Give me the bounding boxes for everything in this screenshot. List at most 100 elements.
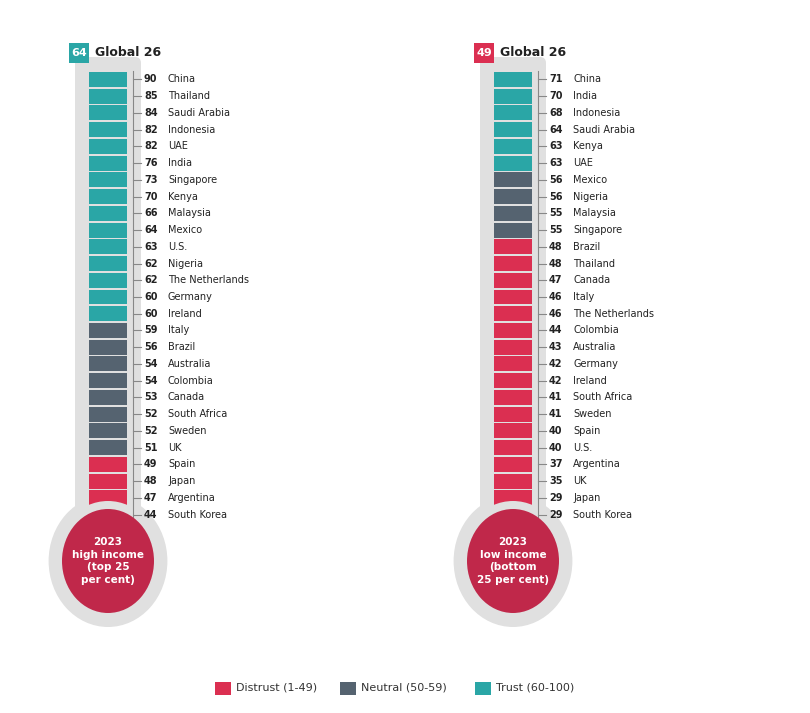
Text: 42: 42 (549, 376, 562, 386)
Bar (494, 491, 532, 506)
Text: 82: 82 (144, 141, 158, 151)
Bar (89, 390, 127, 405)
Bar (89, 406, 127, 421)
Bar (494, 106, 532, 120)
Bar (89, 106, 127, 120)
Text: 52: 52 (144, 409, 157, 419)
Text: 84: 84 (144, 108, 158, 118)
Text: 62: 62 (144, 259, 157, 269)
Text: Nigeria: Nigeria (168, 259, 203, 269)
Text: Ireland: Ireland (573, 376, 607, 386)
Text: 63: 63 (144, 242, 157, 252)
Text: Saudi Arabia: Saudi Arabia (168, 108, 230, 118)
Text: The Netherlands: The Netherlands (573, 309, 654, 319)
Text: 29: 29 (549, 510, 562, 520)
Text: Canada: Canada (573, 275, 610, 285)
Bar (494, 373, 532, 388)
Text: 47: 47 (549, 275, 562, 285)
Text: 90: 90 (144, 74, 157, 84)
Bar (494, 206, 532, 221)
Text: Nigeria: Nigeria (573, 192, 608, 202)
Bar (494, 323, 532, 338)
Text: Malaysia: Malaysia (168, 208, 211, 218)
Bar (494, 356, 532, 371)
Bar (494, 307, 532, 322)
Bar (89, 457, 127, 472)
Text: South Korea: South Korea (168, 510, 227, 520)
Bar (89, 173, 127, 188)
Bar (494, 406, 532, 421)
Bar (89, 72, 127, 87)
Text: U.S.: U.S. (168, 242, 187, 252)
Text: 60: 60 (144, 309, 157, 319)
Text: 48: 48 (144, 476, 158, 486)
Text: Brazil: Brazil (168, 342, 195, 352)
Text: Mexico: Mexico (573, 175, 608, 185)
Text: 48: 48 (549, 259, 563, 269)
Text: Colombia: Colombia (168, 376, 214, 386)
Bar (89, 206, 127, 221)
Bar (89, 122, 127, 137)
Text: 46: 46 (549, 292, 562, 302)
Text: Germany: Germany (573, 359, 618, 369)
Text: Argentina: Argentina (168, 493, 215, 503)
Text: South Africa: South Africa (573, 392, 633, 402)
Text: 46: 46 (549, 309, 562, 319)
Bar (89, 491, 127, 506)
Text: 51: 51 (144, 443, 157, 453)
Bar (494, 256, 532, 271)
Bar (494, 340, 532, 354)
Bar (89, 139, 127, 154)
Text: Global 26: Global 26 (500, 46, 566, 59)
Text: Brazil: Brazil (573, 242, 600, 252)
FancyBboxPatch shape (75, 57, 141, 533)
Text: Thailand: Thailand (168, 91, 210, 101)
Bar (494, 289, 532, 304)
Text: Japan: Japan (168, 476, 195, 486)
Text: 73: 73 (144, 175, 157, 185)
Bar (215, 682, 231, 694)
Text: Canada: Canada (168, 392, 205, 402)
Text: 44: 44 (549, 325, 562, 336)
Bar (494, 139, 532, 154)
Text: 54: 54 (144, 359, 157, 369)
Text: 41: 41 (549, 409, 562, 419)
Text: Malaysia: Malaysia (573, 208, 616, 218)
Text: Sweden: Sweden (168, 426, 207, 436)
Text: Colombia: Colombia (573, 325, 619, 336)
Text: Kenya: Kenya (573, 141, 603, 151)
Bar (89, 289, 127, 304)
Bar (89, 307, 127, 322)
Bar (494, 240, 532, 255)
Bar (494, 88, 532, 103)
Text: 37: 37 (549, 459, 562, 469)
Ellipse shape (62, 509, 154, 613)
Text: China: China (573, 74, 601, 84)
Text: U.S.: U.S. (573, 443, 592, 453)
Text: Italy: Italy (573, 292, 595, 302)
Text: 64: 64 (549, 125, 562, 135)
Text: Indonesia: Indonesia (168, 125, 215, 135)
Text: Thailand: Thailand (573, 259, 615, 269)
Bar (494, 155, 532, 170)
Bar (494, 457, 532, 472)
Text: South Korea: South Korea (573, 510, 632, 520)
Text: Singapore: Singapore (168, 175, 217, 185)
Ellipse shape (459, 501, 567, 621)
Text: Italy: Italy (168, 325, 190, 336)
Bar (89, 155, 127, 170)
Text: Distrust (1-49): Distrust (1-49) (236, 683, 318, 693)
Text: India: India (573, 91, 597, 101)
Text: 82: 82 (144, 125, 158, 135)
Text: Ireland: Ireland (168, 309, 202, 319)
Text: 2023
high income
(top 25
per cent): 2023 high income (top 25 per cent) (72, 537, 144, 585)
Text: 41: 41 (549, 392, 562, 402)
Ellipse shape (467, 509, 559, 613)
Text: 55: 55 (549, 208, 562, 218)
Text: 43: 43 (549, 342, 562, 352)
Bar (89, 440, 127, 455)
Bar (89, 356, 127, 371)
Text: Australia: Australia (573, 342, 616, 352)
Text: 55: 55 (549, 225, 562, 235)
Text: 70: 70 (549, 91, 562, 101)
